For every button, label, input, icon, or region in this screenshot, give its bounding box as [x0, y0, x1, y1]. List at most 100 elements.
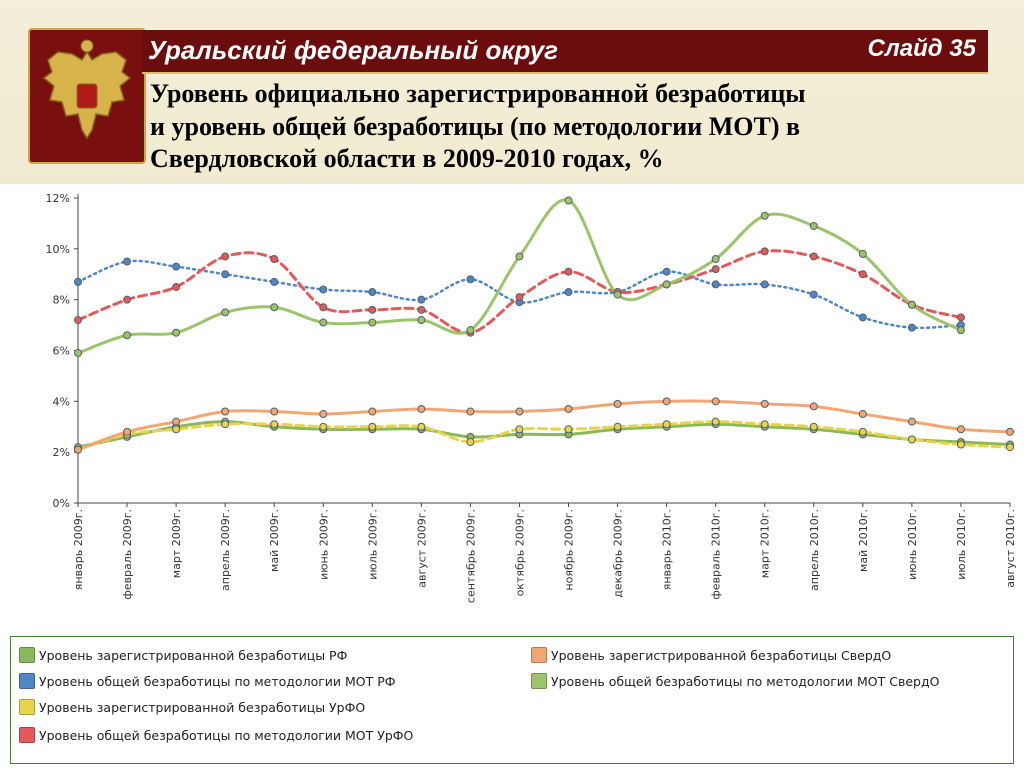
y-tick-label: 8% [53, 294, 70, 307]
series-4-point [123, 295, 132, 304]
series-3-point [907, 435, 916, 444]
series-5-point [1006, 427, 1014, 436]
series-6-point [270, 303, 279, 312]
series-3-point [809, 422, 818, 431]
series-5-point [564, 404, 573, 413]
header-bar: Уральский федеральный округ Слайд 35 [142, 30, 988, 74]
legend-item-6: Уровень общей безработицы по методологии… [531, 673, 939, 689]
x-tick-label: июль 2009г. [366, 509, 379, 580]
series-4-point [564, 267, 573, 276]
legend-swatch [531, 647, 547, 663]
series-6-point [172, 328, 181, 337]
chart-series-points [74, 196, 1014, 454]
subtitle-line-3: Свердловской области в 2009-2010 годах, … [150, 144, 664, 173]
series-5-point [368, 407, 377, 416]
series-5-point [711, 397, 720, 406]
series-3-point [417, 422, 426, 431]
slide-subtitle: Уровень официально зарегистрированной бе… [150, 78, 1015, 176]
series-2-point [319, 285, 328, 294]
series-2-point [270, 277, 279, 286]
series-3-point [368, 422, 377, 431]
series-line-3 [76, 420, 1012, 452]
series-4-point [515, 293, 524, 302]
x-tick-label: август 2010г. [1004, 509, 1017, 588]
subtitle-line-1: Уровень официально зарегистрированной бе… [150, 79, 806, 108]
x-tick-label: март 2009г. [170, 509, 183, 578]
series-2-point [809, 290, 818, 299]
x-tick-label: август 2009г. [415, 509, 428, 588]
x-tick-label: октябрь 2009г. [513, 509, 526, 596]
series-3-point [221, 420, 230, 429]
series-2-point [662, 267, 671, 276]
series-4-point [270, 255, 279, 263]
series-2-point [466, 275, 475, 284]
legend-swatch [19, 673, 35, 689]
series-5-point [662, 397, 671, 406]
legend-item-4: Уровень общей безработицы по методологии… [19, 727, 413, 743]
double-headed-eagle-icon [42, 39, 132, 140]
series-6-point [662, 280, 671, 289]
series-5-point [123, 427, 132, 436]
subtitle-line-2: и уровень общей безработицы (по методоло… [150, 111, 801, 141]
series-3-point [270, 420, 279, 429]
series-6-point [711, 255, 720, 263]
series-line-6 [76, 198, 963, 355]
series-6-point [907, 300, 916, 309]
series-6-point [74, 349, 82, 358]
legend-label: Уровень общей безработицы по методологии… [39, 673, 396, 689]
series-2-point [368, 288, 377, 297]
series-line-4 [76, 249, 963, 335]
series-3-point [172, 425, 181, 434]
series-4-point [368, 305, 377, 314]
series-3-point [1006, 443, 1014, 452]
legend-label: Уровень зарегистрированной безработицы Р… [39, 647, 348, 663]
series-6-point [466, 326, 475, 335]
series-4-point [417, 305, 426, 314]
series-3-point [711, 417, 720, 426]
series-6-point [417, 316, 426, 324]
series-2-point [417, 295, 426, 304]
series-6-point [221, 308, 230, 317]
series-4-point [809, 252, 818, 261]
x-tick-label: июнь 2010г. [906, 509, 919, 580]
series-3-point [956, 440, 965, 449]
x-tick-label: январь 2010г. [661, 509, 674, 590]
series-3-point [858, 427, 867, 436]
chart-axes: 0% 2% 4% 6% 8% 10% 12% январь 2009г. февраль 200… [46, 192, 1017, 603]
series-4-point [858, 270, 867, 279]
region-title: Уральский федеральный округ [148, 35, 559, 65]
series-6-point [613, 290, 622, 299]
legend-label: Уровень зарегистрированной безработицы У… [39, 699, 366, 715]
series-2-point [172, 262, 181, 271]
series-5-point [172, 417, 181, 426]
y-tick-label: 6% [53, 345, 70, 358]
x-tick-label: июнь 2009г. [317, 509, 330, 580]
x-tick-label: март 2010г. [759, 509, 772, 578]
y-tick-label: 0% [53, 497, 70, 510]
legend-swatch [19, 727, 35, 743]
series-6-point [858, 249, 867, 258]
legend-label: Уровень общей безработицы по методологии… [39, 727, 414, 743]
series-4-point [711, 265, 720, 274]
series-6-point [956, 326, 965, 335]
series-6-point [564, 196, 573, 205]
y-tick-label: 2% [53, 446, 70, 459]
x-tick-label: январь 2009г. [72, 509, 85, 590]
x-tick-label: декабрь 2009г. [612, 509, 625, 598]
x-tick-label: апрель 2009г. [219, 509, 232, 591]
series-5-point [74, 445, 82, 454]
series-2-point [858, 313, 867, 322]
series-2-point [711, 280, 720, 289]
legend-item-3: Уровень зарегистрированной безработицы У… [19, 699, 365, 715]
coat-of-arms-emblem [28, 28, 146, 164]
series-4-point [956, 313, 965, 322]
legend-item-5: Уровень зарегистрированной безработицы С… [531, 647, 891, 663]
series-5-point [956, 425, 965, 434]
series-4-point [172, 282, 181, 291]
series-2-point [907, 323, 916, 332]
chart-panel: 0% 2% 4% 6% 8% 10% 12% январь 2009г. февраль 200… [0, 184, 1024, 768]
chart-legend: Уровень зарегистрированной безработицы Р… [10, 636, 1014, 764]
series-line-5 [76, 399, 1012, 452]
legend-swatch [19, 647, 35, 663]
series-6-point [515, 252, 524, 261]
